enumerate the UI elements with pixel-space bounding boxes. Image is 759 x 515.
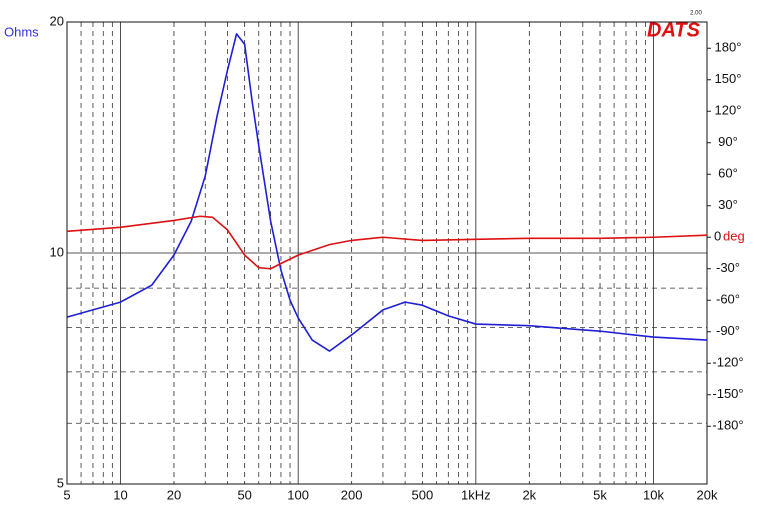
y-tick-label: 5 [57,475,64,490]
plot-border [66,21,708,485]
x-tick-label: 5 [63,487,70,502]
y2-tick-label: -180° [712,418,743,433]
x-tick-label: 1kHz [461,487,491,502]
x-tick-label: 2k [522,487,536,502]
version: 2.00 [690,11,702,17]
x-tick-label: 10k [643,487,664,502]
y2-tick-label: -30° [716,260,740,275]
y2-tick-label: 60° [718,166,738,181]
y-tick-label: 20 [50,13,64,28]
y2-axis-label: deg [723,229,745,244]
brand: DATS [647,19,701,41]
series-line [66,33,708,352]
x-tick-label: 20 [167,487,181,502]
y2-tick-label: 90° [718,134,738,149]
y2-tick-label: 30° [718,197,738,212]
y2-tick-label: 120° [715,103,742,118]
x-tick-label: 20k [697,487,718,502]
x-tick-label: 50 [237,487,251,502]
series-line [66,215,708,270]
y2-tick-label: -150° [712,386,743,401]
x-tick-label: 5k [593,487,607,502]
x-tick-label: 10 [113,487,127,502]
y2-tick-label: -60° [716,292,740,307]
y2-tick-label: -120° [712,355,743,370]
y-tick-label: 10 [50,244,64,259]
x-tick-label: 500 [412,487,434,502]
y-axis-label: Ohms [4,24,39,39]
y2-tick-label: 150° [715,71,742,86]
x-tick-label: 200 [341,487,363,502]
x-tick-label: 100 [287,487,309,502]
y2-tick-label: -90° [716,323,740,338]
y2-tick-label: 0 [714,229,721,244]
y2-tick-label: 180° [715,40,742,55]
